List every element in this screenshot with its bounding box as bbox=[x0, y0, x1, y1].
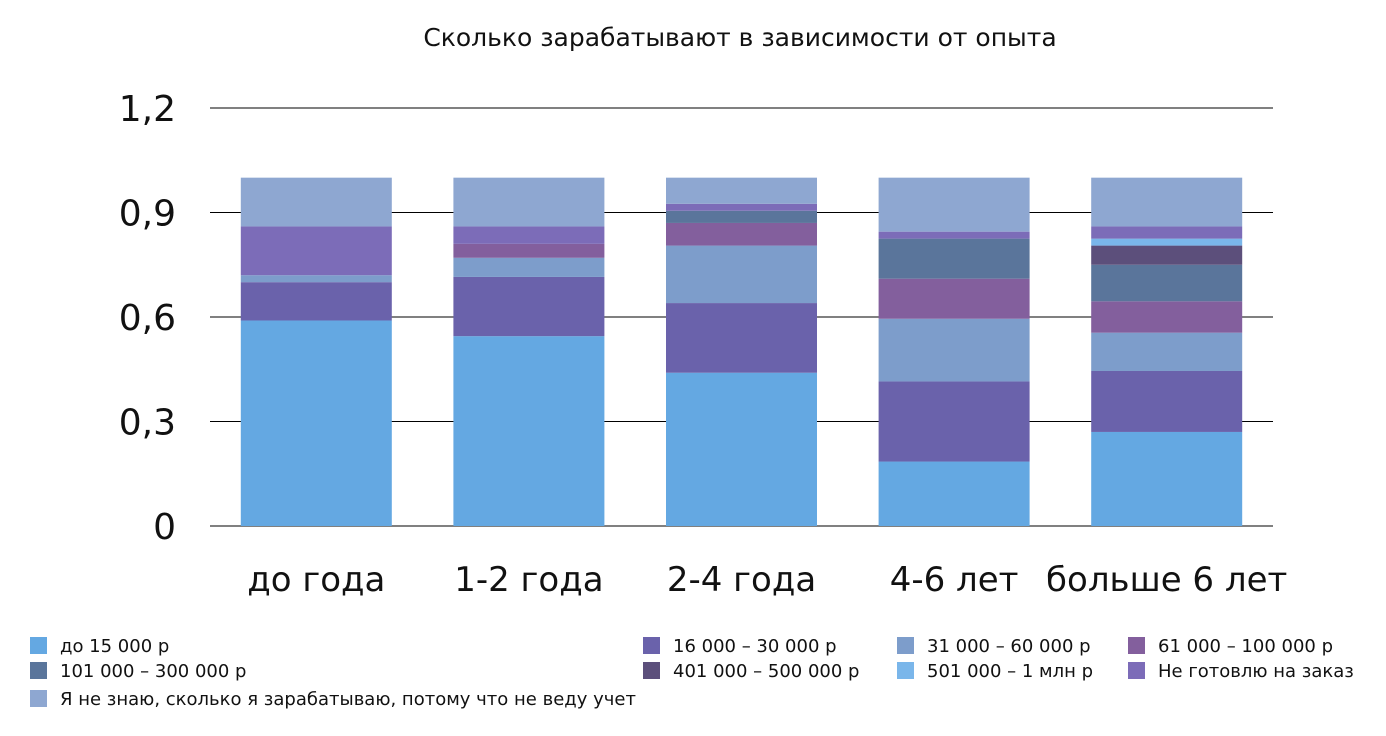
bar-segment bbox=[878, 278, 1030, 319]
y-tick-label: 0 bbox=[153, 507, 176, 548]
bar-segment bbox=[878, 231, 1030, 239]
legend-item: до 15 000 р bbox=[30, 636, 169, 657]
bar-segment bbox=[453, 257, 605, 277]
legend-item: 31 000 – 60 000 р bbox=[897, 636, 1091, 657]
bar-segment bbox=[453, 243, 605, 258]
bar-segment bbox=[240, 275, 392, 283]
bar-segment bbox=[240, 320, 392, 526]
x-tick-label: до года bbox=[247, 560, 385, 600]
bar-segment bbox=[1091, 226, 1243, 239]
bar-segment bbox=[453, 336, 605, 526]
bar-segment bbox=[878, 238, 1030, 279]
bar-segment bbox=[240, 226, 392, 276]
bar-segment bbox=[1091, 238, 1243, 246]
legend-item: 61 000 – 100 000 р bbox=[1128, 636, 1333, 657]
x-tick-label: 1-2 года bbox=[454, 560, 603, 600]
bar-segment bbox=[666, 222, 817, 246]
legend-label: до 15 000 р bbox=[60, 636, 169, 657]
bar-segment bbox=[666, 245, 817, 304]
bar-segment bbox=[666, 372, 817, 526]
y-axis-ticks: 0 0,3 0,6 0,9 1,2 bbox=[119, 89, 176, 548]
bar-segment bbox=[666, 210, 817, 223]
bar-segment bbox=[1091, 370, 1243, 432]
legend-item: Не готовлю на заказ bbox=[1128, 661, 1354, 682]
bar-segment bbox=[453, 226, 605, 244]
legend-label: Я не знаю, сколько я зарабатываю, потому… bbox=[60, 689, 636, 710]
legend-swatch bbox=[897, 637, 914, 654]
bar-segment bbox=[878, 318, 1030, 382]
y-tick-label: 0,6 bbox=[119, 298, 176, 339]
x-tick-label: 2-4 года bbox=[667, 560, 816, 600]
bar-segment bbox=[878, 461, 1030, 526]
bar-segment bbox=[666, 303, 817, 373]
bar-segment bbox=[1091, 264, 1243, 302]
x-axis-ticks: до года 1-2 года 2-4 года 4-6 лет больше 6 л… bbox=[247, 560, 1287, 600]
bar-segment bbox=[1091, 332, 1243, 371]
legend-label: Не готовлю на заказ bbox=[1158, 661, 1354, 682]
y-tick-label: 0,9 bbox=[119, 194, 176, 235]
bar-segment bbox=[666, 203, 817, 211]
legend-swatch bbox=[643, 662, 660, 679]
y-tick-label: 0,3 bbox=[119, 403, 176, 444]
legend-label: 31 000 – 60 000 р bbox=[927, 636, 1091, 657]
legend-swatch bbox=[1128, 662, 1145, 679]
bar-segment bbox=[1091, 301, 1243, 333]
legend-item: 501 000 – 1 млн р bbox=[897, 661, 1093, 682]
legend-item: 101 000 – 300 000 р bbox=[30, 661, 246, 682]
legend-label: 61 000 – 100 000 р bbox=[1158, 636, 1333, 657]
bar-segment bbox=[453, 276, 605, 337]
y-tick-label: 1,2 bbox=[119, 89, 176, 130]
legend: до 15 000 р 16 000 – 30 000 р 31 000 – 60 … bbox=[30, 636, 1354, 710]
legend-swatch bbox=[30, 662, 47, 679]
legend-swatch bbox=[643, 637, 660, 654]
bar-segment bbox=[240, 177, 392, 227]
legend-swatch bbox=[30, 637, 47, 654]
legend-item: 401 000 – 500 000 р bbox=[643, 661, 859, 682]
x-tick-label: 4-6 лет bbox=[890, 560, 1019, 600]
legend-swatch bbox=[30, 690, 47, 707]
bar-segment bbox=[453, 177, 605, 227]
legend-label: 16 000 – 30 000 р bbox=[673, 636, 837, 657]
x-tick-label: больше 6 лет bbox=[1046, 560, 1287, 600]
bar-segment bbox=[1091, 431, 1243, 526]
bar-segment bbox=[1091, 177, 1243, 227]
bar-segment bbox=[878, 177, 1030, 232]
bars bbox=[240, 177, 1243, 526]
legend-label: 401 000 – 500 000 р bbox=[673, 661, 859, 682]
legend-label: 101 000 – 300 000 р bbox=[60, 661, 246, 682]
legend-label: 501 000 – 1 млн р bbox=[927, 661, 1093, 682]
legend-item: 16 000 – 30 000 р bbox=[643, 636, 837, 657]
bar-segment bbox=[240, 282, 392, 321]
legend-item: Я не знаю, сколько я зарабатываю, потому… bbox=[30, 689, 636, 710]
legend-swatch bbox=[897, 662, 914, 679]
bar-segment bbox=[878, 381, 1030, 462]
bar-segment bbox=[1091, 245, 1243, 265]
chart-title: Сколько зарабатывают в зависимости от оп… bbox=[423, 23, 1056, 52]
legend-swatch bbox=[1128, 637, 1145, 654]
bar-segment bbox=[666, 177, 817, 204]
